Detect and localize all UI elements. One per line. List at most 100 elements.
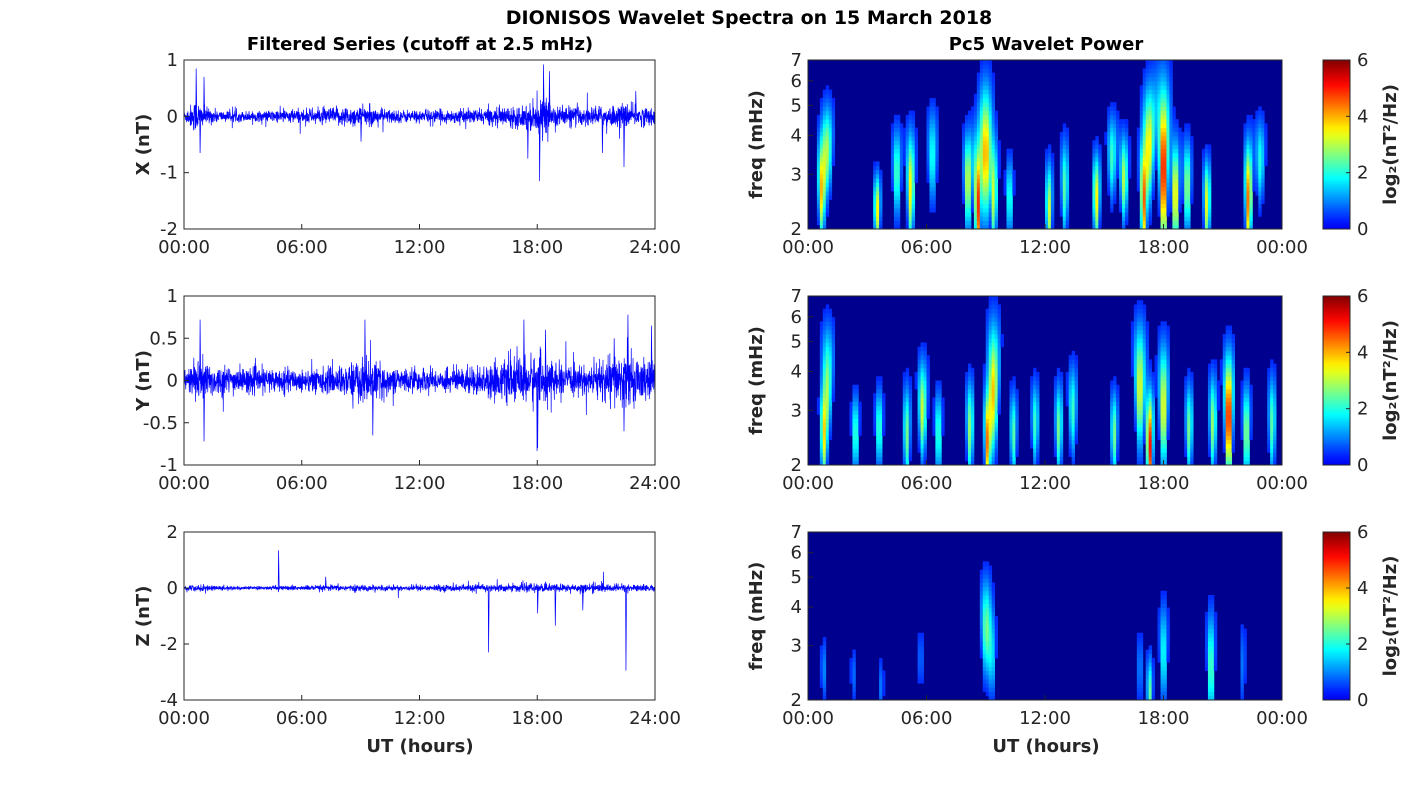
z-wavelet-colorbar-bar [1322, 531, 1351, 701]
y-wavelet-cell [985, 384, 990, 390]
y-wavelet-cell [1139, 346, 1144, 352]
x-wavelet-cell [932, 110, 936, 116]
y-wavelet-cell [1148, 443, 1153, 449]
y-wavelet-cell [876, 393, 880, 398]
x-wavelet-cell [1243, 127, 1247, 133]
x-wavelet-cell [1110, 148, 1114, 154]
x-wavelet-cell [1252, 186, 1256, 192]
y-wavelet-cell [1068, 376, 1073, 381]
y-wavelet-cell [920, 435, 924, 441]
y-wavelet-cell [1184, 431, 1188, 436]
z-wavelet-cell [988, 590, 993, 596]
y-wavelet-cell [1166, 418, 1170, 424]
y-wavelet-cell [879, 401, 883, 407]
z-wavelet-cell [1163, 641, 1167, 646]
x-wavelet-cell [1154, 157, 1158, 162]
y-wavelet-cell [1273, 384, 1277, 390]
y-wavelet-cell [825, 338, 830, 343]
z-wavelet-cell [1210, 687, 1215, 692]
y-wavelet-ytick-label: 7 [791, 286, 802, 307]
y-wavelet-cell [1207, 405, 1212, 411]
x-wavelet-cell [982, 203, 987, 209]
z-wavelet-cell [1207, 624, 1212, 629]
x-wavelet-cell [1172, 216, 1176, 221]
y-wavelet-cell [970, 422, 975, 428]
y-wavelet-cell [1163, 452, 1167, 457]
x-wavelet-cell [1243, 224, 1247, 229]
x-wavelet-cell [1113, 110, 1117, 116]
x-wavelet-cell [962, 152, 966, 158]
z-wavelet-cell [1145, 662, 1150, 667]
y-wavelet-cell [1210, 363, 1215, 369]
y-wavelet-cell [1246, 452, 1250, 457]
x-wavelet-cell [902, 157, 907, 162]
y-wavelet-cell [1116, 418, 1120, 424]
x-wavelet-cell [997, 152, 1001, 158]
x-wavelet-cell [926, 144, 930, 150]
y-wavelet-cell [1222, 355, 1227, 360]
y-wavelet-cell [1213, 414, 1218, 419]
x-wavelet-cell [1166, 199, 1170, 205]
x-wavelet-cell [819, 114, 824, 120]
x-wavelet-cell [1252, 161, 1256, 167]
y-wavelet-cell [967, 384, 972, 390]
y-wavelet-cell [1110, 431, 1114, 436]
x-wavelet-cell [1202, 186, 1206, 192]
y-wavelet-cell [822, 350, 827, 356]
x-wavelet-cell [932, 161, 936, 167]
y-wavelet-cell [1139, 405, 1144, 411]
x-wavelet-cell [976, 203, 981, 209]
y-wavelet-cell [1053, 452, 1058, 457]
x-wavelet-cell [988, 152, 993, 158]
x-wavelet-cell [1110, 195, 1114, 200]
x-wavelet-cell [1139, 186, 1144, 192]
z-wavelet-cell [822, 645, 827, 650]
z-wavelet-xtick-label: 00:00 [782, 708, 834, 729]
x-wavelet-cell [1122, 212, 1126, 217]
y-wavelet-cell [997, 329, 1001, 335]
x-wavelet-cell [1127, 157, 1132, 162]
y-wavelet-cell [1151, 443, 1156, 449]
x-wavelet-cell [1095, 152, 1099, 158]
y-wavelet-cell [997, 321, 1001, 326]
y-wavelet-cell [819, 338, 824, 343]
z-wavelet-cell [1207, 599, 1212, 604]
x-wavelet-cell [1047, 195, 1052, 200]
x-wavelet-cell [932, 98, 936, 103]
x-wavelet-cell [1181, 195, 1185, 200]
x-wavelet-cell [1163, 182, 1167, 188]
x-wavelet-cell [1261, 131, 1265, 137]
x-wavelet-cell [896, 136, 901, 141]
x-wavelet-cell [1050, 165, 1055, 171]
y-wavelet-cell [970, 414, 975, 419]
y-wavelet-cell [917, 384, 921, 390]
y-wavelet-cell [905, 397, 910, 403]
x-wavelet-cell [988, 224, 993, 229]
y-wavelet-cell [902, 443, 907, 449]
x-wavelet-cell [982, 165, 987, 171]
z-wavelet-cell [1160, 620, 1164, 625]
x-wavelet-cell [1160, 169, 1164, 175]
y-wavelet-cell [1249, 418, 1253, 424]
y-wavelet-cell [917, 359, 921, 365]
x-wavelet-cell [1151, 127, 1156, 133]
x-wavelet-cell [1258, 157, 1262, 162]
x-wavelet-cell [1255, 190, 1259, 196]
x-wavelet-cell [988, 64, 993, 69]
x-wavelet-cell [997, 169, 1001, 175]
z-wavelet-cell [985, 645, 990, 650]
y-wavelet-cell [1240, 401, 1244, 407]
x-wavelet-cell [1252, 140, 1256, 145]
x-wavelet-cell [1145, 114, 1150, 120]
x-wavelet-cell [819, 207, 824, 213]
y-wavelet-cell [1136, 435, 1141, 441]
y-wavelet-cell [825, 435, 830, 441]
x-wavelet-cell [985, 119, 990, 124]
z-wavelet-cell [1151, 691, 1156, 697]
z-wavelet-cell [979, 603, 984, 608]
x-wavelet-cell [1172, 148, 1176, 154]
y-wavelet-cell [816, 401, 821, 407]
x-wavelet-cell [893, 152, 898, 158]
x-wavelet-cell [1062, 123, 1067, 129]
x-wavelet-cell [822, 136, 827, 141]
